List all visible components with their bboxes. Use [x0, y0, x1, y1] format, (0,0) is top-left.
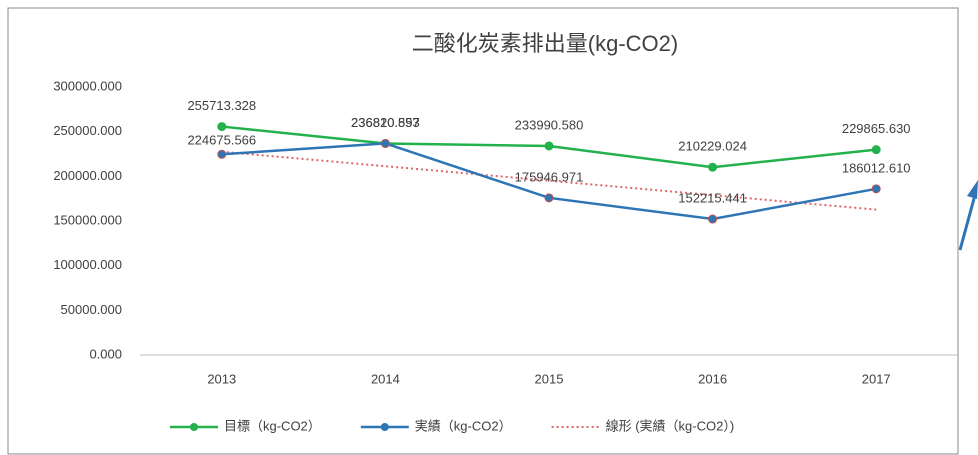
y-tick-label: 50000.000 [61, 302, 122, 317]
legend-marker [190, 423, 198, 431]
y-tick-label: 100000.000 [53, 257, 122, 272]
marker [380, 138, 390, 148]
legend-label: 線形 (実績（kg-CO2）) [606, 418, 735, 433]
x-tick-label: 2013 [207, 371, 236, 386]
y-tick-label: 0.000 [89, 346, 122, 361]
y-tick-label: 250000.000 [53, 123, 122, 138]
marker [708, 162, 718, 172]
data-label: 229865.630 [842, 121, 911, 136]
legend-label: 目標（kg-CO2） [224, 418, 321, 433]
data-label: 224675.566 [187, 133, 256, 148]
y-tick-label: 150000.000 [53, 212, 122, 227]
data-label: 236810.557 [351, 115, 420, 130]
arrow [958, 194, 977, 251]
data-label: 210229.024 [678, 139, 747, 154]
marker [708, 214, 718, 224]
marker [217, 122, 227, 132]
data-label: 236820.893 [351, 115, 420, 130]
x-tick-label: 2016 [698, 371, 727, 386]
arrow-head [967, 180, 978, 199]
data-label: 186012.610 [842, 160, 911, 175]
chart-frame [7, 7, 959, 455]
x-tick-label: 2017 [862, 371, 891, 386]
legend-marker [380, 423, 389, 431]
x-tick-label: 2015 [535, 371, 564, 386]
y-tick-label: 300000.000 [53, 78, 122, 93]
marker [217, 149, 227, 159]
marker [544, 141, 554, 151]
marker [544, 193, 554, 203]
data-label: 233990.580 [515, 117, 584, 132]
data-label: 175946.971 [515, 169, 584, 184]
x-tick-label: 2014 [371, 371, 400, 386]
data-label: 152215.441 [678, 190, 747, 205]
chart-title: 二酸化炭素排出量(kg-CO2) [412, 31, 678, 56]
y-tick-label: 200000.000 [53, 168, 122, 183]
legend-label: 実績（kg-CO2） [415, 418, 512, 433]
marker [871, 184, 881, 194]
marker [871, 145, 881, 155]
data-label: 255713.328 [187, 98, 256, 113]
